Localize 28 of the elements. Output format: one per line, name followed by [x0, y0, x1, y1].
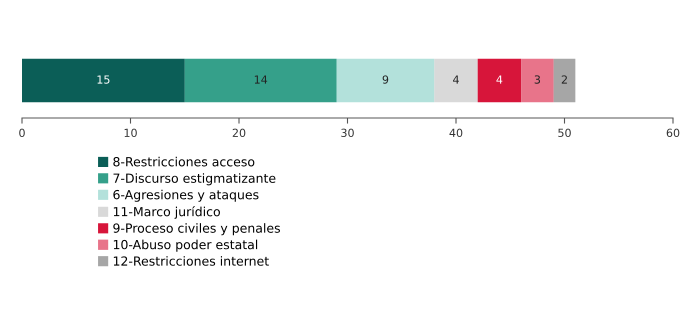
- x-tick-label: 50: [558, 128, 571, 138]
- bar: [521, 58, 554, 102]
- data-label: 3: [534, 75, 540, 84]
- legend-label: 6-Agresiones y ataques: [113, 190, 258, 202]
- x-tick-label: 40: [449, 128, 462, 138]
- legend-label: 9-Proceso civiles y penales: [113, 223, 280, 236]
- bar: [22, 58, 185, 102]
- x-tick-label: 10: [124, 128, 137, 138]
- data-label: 4: [496, 75, 502, 84]
- bar: [434, 58, 478, 102]
- bar: [478, 58, 522, 102]
- x-tick-label: 0: [19, 128, 25, 138]
- legend-label: 10-Abuso poder estatal: [114, 240, 258, 252]
- bar: [554, 58, 576, 102]
- bar: [184, 58, 337, 102]
- x-tick-label: 60: [666, 128, 680, 138]
- legend-label: 11-Marco jurídico: [114, 206, 220, 219]
- legend-label: 12-Restricciones internet: [114, 256, 269, 266]
- x-tick-label: 20: [232, 128, 246, 138]
- data-label: 2: [562, 75, 567, 84]
- data-label: 9: [382, 75, 388, 84]
- legend-label: 7-Discurso estigmatizante: [114, 173, 276, 186]
- data-label: 15: [98, 75, 110, 84]
- x-tick-label: 30: [341, 128, 354, 138]
- legend-label: 8-Restricciones acceso: [113, 156, 254, 166]
- bar: [336, 58, 434, 102]
- data-label: 14: [254, 75, 268, 84]
- data-label: 4: [453, 75, 459, 84]
